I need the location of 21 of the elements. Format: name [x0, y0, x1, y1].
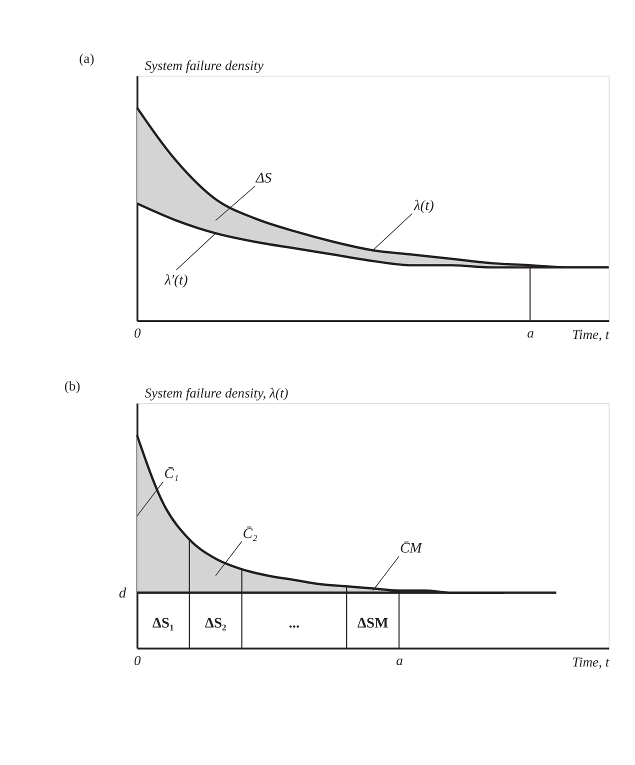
text: λ′(t) [164, 272, 188, 289]
y-axis-title: System failure density [144, 58, 264, 73]
x-axis-title: Time, t [572, 327, 610, 342]
annotation: ... [288, 616, 300, 632]
series-label: d [118, 585, 127, 602]
x-tick-label: a [396, 652, 404, 668]
chart-title: (a) [79, 50, 94, 66]
text: λ(t) [412, 198, 434, 214]
annotation: C̄₁ [164, 466, 179, 482]
x-tick-label: a [527, 325, 534, 340]
x-axis-title: Time, t [572, 654, 610, 670]
annotation: ΔS [254, 170, 272, 187]
annotation: C̄M [400, 540, 423, 557]
y-axis-title: System failure density, λ(t) [144, 385, 289, 400]
annotation: C̄₂ [242, 526, 258, 542]
x-tick-label: 0 [134, 325, 142, 340]
annotation: ΔS₂ [204, 616, 226, 632]
annotation: ΔSM [357, 616, 389, 632]
chart-title: (b) [64, 378, 80, 394]
annotation: ΔS₁ [152, 616, 174, 632]
x-tick-label: 0 [134, 652, 142, 668]
